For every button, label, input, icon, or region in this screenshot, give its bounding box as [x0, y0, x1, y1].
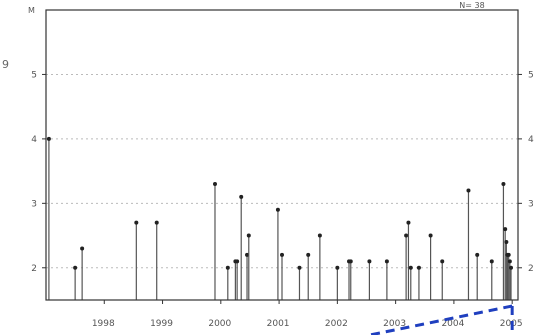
- x-tick-label: 2003: [383, 319, 406, 329]
- stem-point: [503, 227, 508, 232]
- dashed-edge-top: [369, 304, 513, 335]
- dashed-overlay: [369, 304, 514, 335]
- corner-label: M: [28, 6, 35, 15]
- y-tick-label-right: 3: [528, 199, 534, 209]
- x-axis-ticks: 19981999200020012002200320042005: [92, 300, 523, 329]
- n-label: N= 38: [459, 1, 484, 10]
- stem-point: [275, 207, 280, 212]
- x-tick-label: 2004: [441, 319, 464, 329]
- y-tick-label: 2: [31, 264, 37, 274]
- stem-point: [239, 194, 244, 199]
- stem-point: [408, 265, 413, 270]
- stem-point: [212, 182, 217, 186]
- stem-point: [154, 220, 159, 225]
- stem-point: [509, 265, 514, 270]
- stem-point: [406, 220, 411, 225]
- x-tick-label: 2000: [208, 319, 231, 329]
- stem-point: [507, 259, 512, 264]
- y-tick-label-right: 2: [528, 264, 534, 274]
- y-axis-ticks: 2 2 3 3 4 4 5 5: [31, 70, 534, 273]
- stem-point: [280, 252, 284, 257]
- stem-point: [46, 136, 51, 141]
- stem-point: [475, 252, 480, 257]
- x-tick-label: 2001: [267, 319, 290, 329]
- stem-point: [504, 240, 509, 244]
- x-tick-label: 1999: [150, 319, 173, 329]
- stem-point: [428, 233, 433, 238]
- stem-point: [440, 259, 445, 264]
- stem-point: [306, 252, 311, 257]
- stem-point: [246, 233, 251, 238]
- stem-point: [404, 233, 409, 238]
- y-tick-label-right: 5: [528, 70, 534, 80]
- side-glyph: 9: [2, 58, 9, 71]
- stem-point: [73, 265, 78, 270]
- stem-point: [501, 182, 506, 186]
- stem-point: [367, 259, 372, 264]
- x-tick-label: 2002: [325, 319, 348, 329]
- stem-point: [335, 265, 340, 270]
- stems-group: [46, 136, 514, 300]
- stem-point: [225, 265, 230, 270]
- y-tick-label: 3: [31, 199, 37, 209]
- grid-lines: [46, 73, 518, 269]
- plot-frame: [45, 9, 519, 301]
- stem-point: [297, 265, 302, 270]
- stem-point: [317, 233, 322, 238]
- stem-point: [466, 188, 471, 193]
- y-tick-label: 4: [31, 135, 37, 145]
- x-tick-label: 1998: [92, 319, 115, 329]
- stem-point: [384, 259, 389, 264]
- stem-point: [489, 259, 494, 264]
- stem-point: [134, 220, 139, 225]
- stem-point: [245, 252, 250, 257]
- stem-point: [416, 265, 421, 270]
- y-tick-label: 5: [31, 70, 37, 80]
- y-tick-label-right: 4: [528, 135, 534, 145]
- stem-point: [348, 259, 353, 264]
- stem-point: [235, 259, 240, 264]
- stem-point: [80, 246, 85, 251]
- stem-point: [506, 252, 511, 257]
